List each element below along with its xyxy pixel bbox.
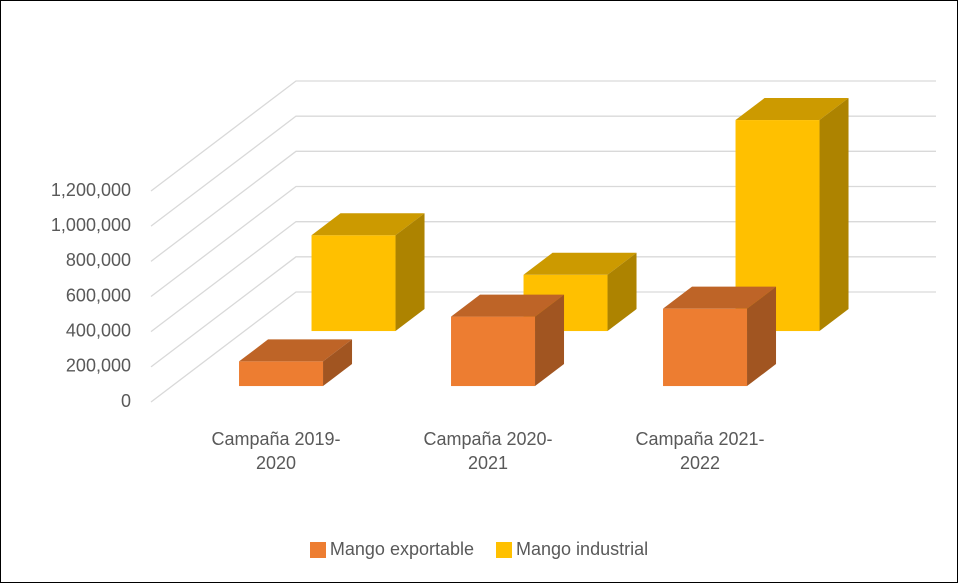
bar-top [239, 339, 353, 362]
legend-swatch [309, 541, 326, 558]
bar-side [395, 213, 425, 332]
legend-swatch [496, 541, 513, 558]
bar-side [819, 98, 849, 332]
y-tick-label: 800,000 [66, 250, 131, 270]
bar-side [607, 252, 637, 332]
y-tick-label: 400,000 [66, 320, 131, 340]
grid-line [150, 185, 936, 298]
x-tick-label: Campaña 2021-2022 [635, 429, 765, 473]
bar [451, 316, 536, 387]
bar-top [735, 98, 849, 121]
legend-label: Mango exportable [329, 539, 475, 559]
x-tick-label: Campaña 2019-2020 [211, 429, 341, 473]
bar-top [663, 286, 777, 309]
legend: Mango exportable Mango industrial [1, 539, 957, 560]
y-tick-label: 0 [121, 391, 131, 411]
y-tick-label: 1,000,000 [51, 215, 131, 235]
y-tick-label: 200,000 [66, 356, 131, 376]
bar [239, 361, 324, 387]
grid-line [150, 115, 936, 227]
bar-side [323, 339, 353, 387]
y-tick-label: 600,000 [66, 285, 131, 305]
bar-top [311, 213, 425, 236]
grid-line [150, 80, 936, 192]
y-tick-label: 1,200,000 [51, 180, 131, 200]
legend-label: Mango industrial [516, 539, 649, 559]
bar [663, 308, 748, 387]
grid-line [150, 150, 936, 262]
x-tick-label: Campaña 2020-2021 [423, 429, 553, 473]
grid-line [150, 256, 936, 368]
legend-item: Mango industrial [496, 539, 648, 560]
bar-side [747, 286, 777, 387]
bar-top [451, 294, 565, 317]
bar [311, 235, 396, 332]
legend-item: Mango exportable [309, 539, 475, 560]
grid-line [150, 221, 936, 333]
bar-side [535, 294, 565, 387]
bar-top [523, 252, 637, 275]
